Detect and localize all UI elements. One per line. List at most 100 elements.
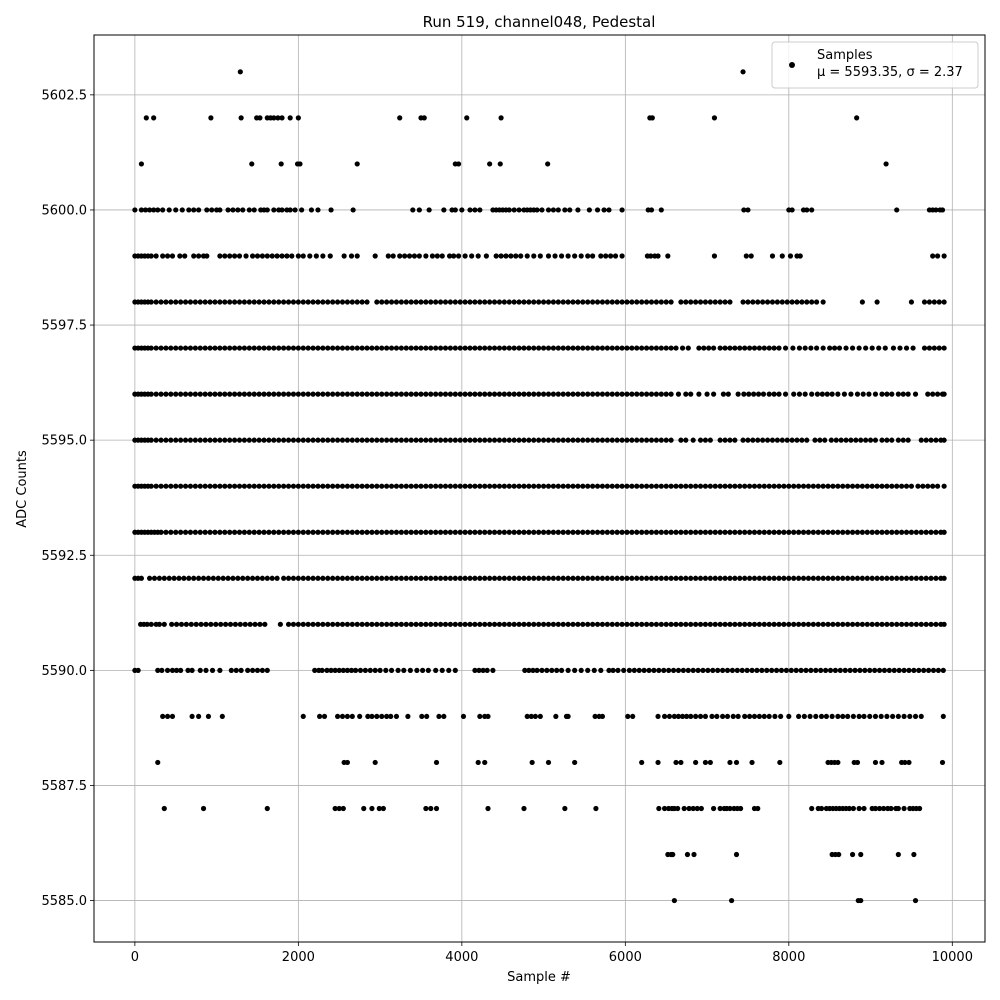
data-point <box>802 391 808 397</box>
data-point <box>899 529 905 535</box>
data-point <box>550 345 556 351</box>
data-point <box>384 483 390 489</box>
data-point <box>246 391 252 397</box>
data-point <box>912 713 919 720</box>
data-point <box>390 253 396 259</box>
data-point <box>497 161 503 167</box>
data-point <box>879 575 885 581</box>
data-point <box>361 805 367 812</box>
data-point <box>186 575 192 581</box>
data-point <box>437 437 444 443</box>
data-point <box>178 299 184 305</box>
data-point <box>236 391 243 397</box>
data-point <box>325 483 331 489</box>
data-point <box>634 391 640 397</box>
data-point <box>462 621 468 627</box>
data-point <box>751 575 758 581</box>
data-point <box>274 253 280 259</box>
data-point <box>339 391 346 397</box>
data-point <box>336 805 342 812</box>
data-point <box>879 437 885 443</box>
data-point <box>565 391 571 397</box>
data-point <box>842 667 848 673</box>
data-point <box>903 483 910 489</box>
data-point <box>257 621 263 627</box>
data-point <box>359 391 365 397</box>
data-point <box>629 529 635 535</box>
data-point <box>374 621 380 627</box>
data-point <box>923 575 929 581</box>
data-point <box>593 805 599 812</box>
data-point <box>808 667 814 673</box>
data-point <box>485 805 491 812</box>
data-point <box>526 437 532 443</box>
data-point <box>315 299 321 305</box>
data-point <box>259 575 265 581</box>
data-point <box>511 621 517 627</box>
data-point <box>516 391 522 397</box>
data-point <box>658 529 664 535</box>
data-point <box>755 437 761 443</box>
data-point <box>864 575 870 581</box>
data-point <box>680 667 686 673</box>
data-point <box>455 253 462 259</box>
data-point <box>388 529 395 535</box>
data-point <box>859 483 865 489</box>
data-point <box>751 483 758 489</box>
data-point <box>230 575 236 581</box>
data-point <box>820 483 826 489</box>
data-point <box>212 437 218 443</box>
data-point <box>305 621 311 627</box>
data-point <box>837 667 843 673</box>
data-point <box>838 437 844 443</box>
data-point <box>264 253 270 259</box>
data-point <box>695 667 701 673</box>
data-point <box>467 483 473 489</box>
data-point <box>413 299 419 305</box>
data-point <box>452 345 458 351</box>
data-point <box>379 575 385 581</box>
data-point <box>290 345 297 351</box>
data-point <box>290 529 297 535</box>
data-point <box>655 759 661 766</box>
data-point <box>423 483 429 489</box>
data-point <box>413 483 419 489</box>
data-point <box>717 805 723 812</box>
data-point <box>208 115 214 121</box>
data-point <box>269 253 275 259</box>
data-point <box>575 391 581 397</box>
data-point <box>413 391 419 397</box>
data-point <box>905 391 911 397</box>
data-point <box>231 391 238 397</box>
data-point <box>300 713 306 720</box>
data-point <box>182 391 189 397</box>
data-point <box>266 345 272 351</box>
data-point <box>225 575 231 581</box>
data-point <box>690 667 696 673</box>
data-point <box>936 345 942 351</box>
data-point <box>648 437 655 443</box>
data-point <box>911 667 917 673</box>
data-point <box>202 437 208 443</box>
data-point <box>905 437 911 443</box>
data-point <box>585 667 591 673</box>
data-point <box>862 667 868 673</box>
data-point <box>771 621 777 627</box>
data-point <box>374 575 380 581</box>
data-point <box>271 345 277 351</box>
data-point <box>305 437 311 443</box>
data-point <box>442 529 449 535</box>
data-point <box>531 391 537 397</box>
data-point <box>236 345 243 351</box>
data-point <box>251 207 257 213</box>
data-point <box>472 575 478 581</box>
data-point <box>804 207 810 213</box>
data-point <box>931 299 937 305</box>
data-point <box>835 713 841 720</box>
data-point <box>242 621 248 627</box>
data-point <box>930 253 936 259</box>
data-point <box>506 437 512 443</box>
data-point <box>334 621 341 627</box>
data-point <box>572 253 578 259</box>
